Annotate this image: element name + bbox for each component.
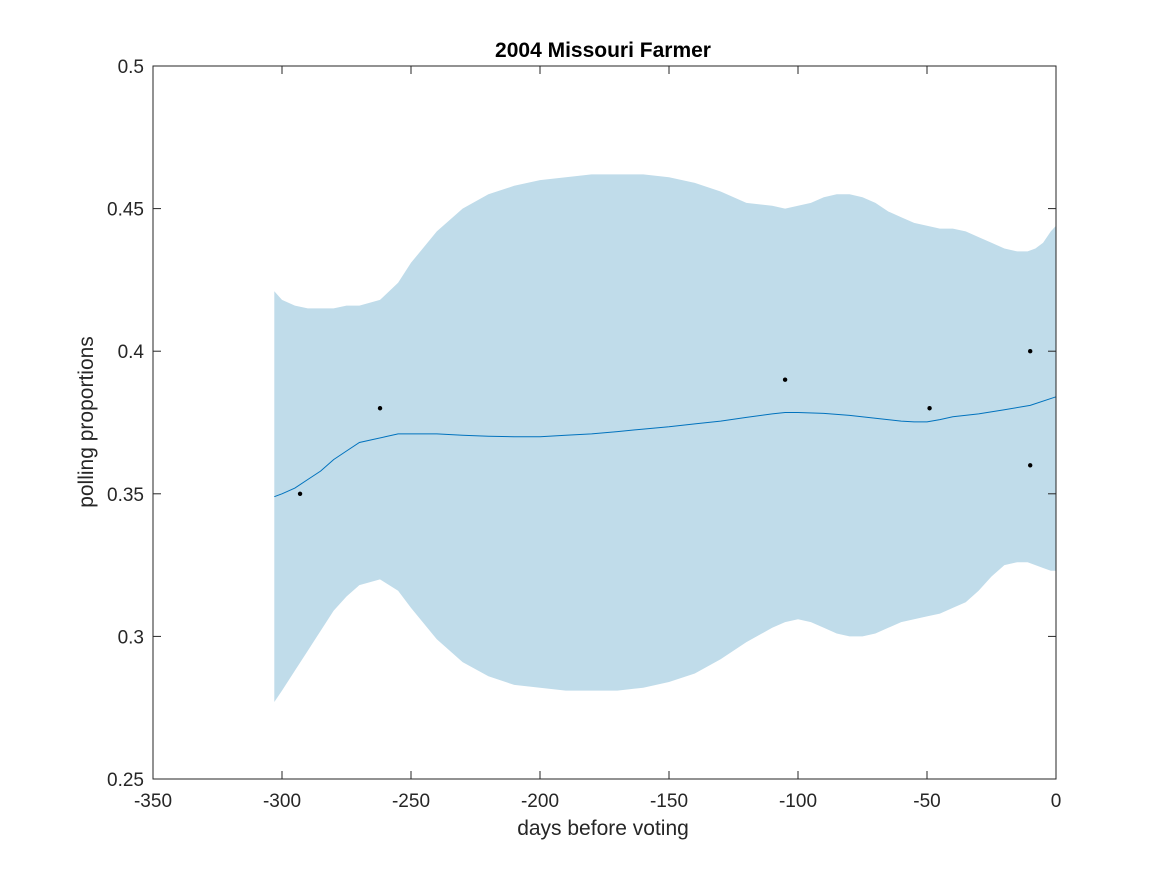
data-point (377, 406, 383, 411)
x-tick-label: -300 (263, 791, 301, 812)
x-tick-label: -250 (392, 791, 430, 812)
x-tick-label: -200 (521, 791, 559, 812)
y-tick-label: 0.35 (107, 485, 144, 506)
y-tick-label: 0.25 (107, 770, 144, 791)
x-tick-label: 0 (1051, 791, 1062, 812)
y-tick-label: 0.45 (107, 200, 144, 221)
data-point (1028, 349, 1033, 354)
axes-box (152, 65, 1057, 780)
data-point (297, 491, 303, 496)
ticks: -350 -300 -250 -200 -150 -100 -50 0 0.25 0.3 0.35 0… (107, 57, 1061, 812)
y-tick-label: 0.5 (118, 57, 144, 78)
data-point (927, 406, 932, 411)
y-axis-label: polling proportions (75, 336, 98, 508)
confidence-band (274, 174, 1056, 702)
y-tick-label: 0.3 (118, 627, 144, 648)
mean-line (274, 396, 1057, 498)
x-tick-label: -100 (779, 791, 817, 812)
x-tick-label: -150 (650, 791, 688, 812)
y-tick-label: 0.4 (118, 342, 145, 363)
x-tick-label: -50 (913, 791, 940, 812)
data-point (782, 377, 788, 382)
plot-area (274, 174, 1057, 702)
data-point (1028, 463, 1033, 468)
axes (152, 65, 1057, 780)
x-axis-label: days before voting (517, 817, 689, 840)
x-tick-label: -350 (134, 791, 172, 812)
chart-title: 2004 Missouri Farmer (495, 39, 711, 62)
